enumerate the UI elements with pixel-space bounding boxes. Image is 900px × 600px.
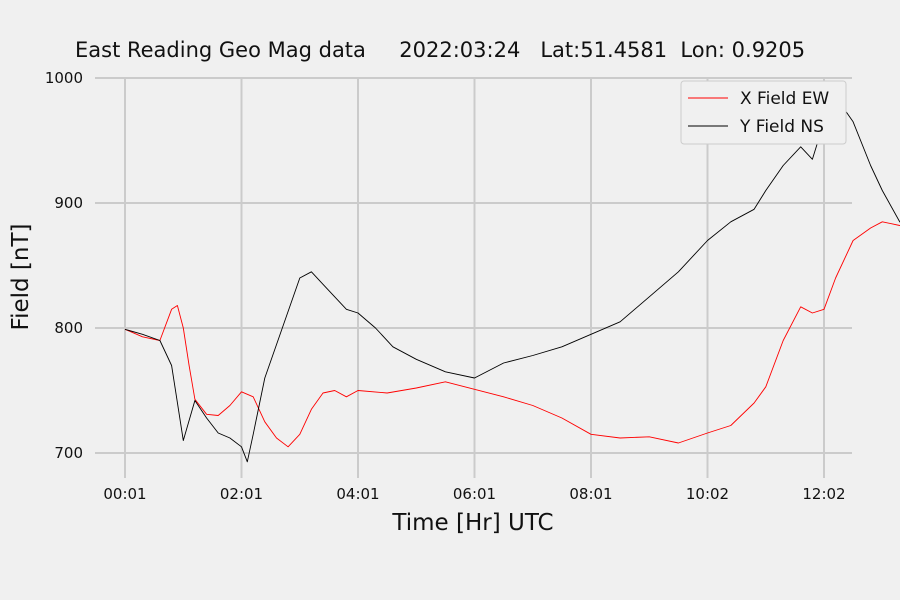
legend-label-x-field: X Field EW bbox=[740, 89, 829, 109]
x-tick-label: 12:02 bbox=[802, 485, 845, 503]
x-tick-label: 00:01 bbox=[103, 485, 146, 503]
series-line-y-field bbox=[124, 96, 900, 463]
x-tick-label: 02:01 bbox=[220, 485, 263, 503]
series-layer bbox=[124, 96, 900, 463]
series-line-x-field bbox=[124, 221, 900, 448]
y-tick-label: 800 bbox=[54, 319, 83, 337]
x-tick-label: 04:01 bbox=[336, 485, 379, 503]
y-tick-label: 1000 bbox=[45, 69, 83, 87]
legend: X Field EW Y Field NS bbox=[680, 80, 847, 145]
x-tick-label: 06:01 bbox=[453, 485, 496, 503]
y-tick-label: 700 bbox=[54, 444, 83, 462]
x-tick-label: 08:01 bbox=[569, 485, 612, 503]
y-axis-label: Field [nT] bbox=[8, 224, 34, 331]
chart-title: East Reading Geo Mag data 2022:03:24 Lat… bbox=[75, 38, 806, 62]
grid bbox=[95, 77, 852, 478]
legend-box bbox=[680, 80, 847, 145]
y-tick-label: 900 bbox=[54, 194, 83, 212]
x-tick-label: 10:02 bbox=[686, 485, 729, 503]
x-tick-labels: 00:0102:0104:0106:0108:0110:0212:0214:02… bbox=[103, 485, 845, 503]
y-tick-labels: 700 800 900 1000 bbox=[45, 69, 83, 462]
legend-label-y-field: Y Field NS bbox=[739, 117, 824, 137]
x-axis-label: Time [Hr] UTC bbox=[391, 510, 553, 536]
